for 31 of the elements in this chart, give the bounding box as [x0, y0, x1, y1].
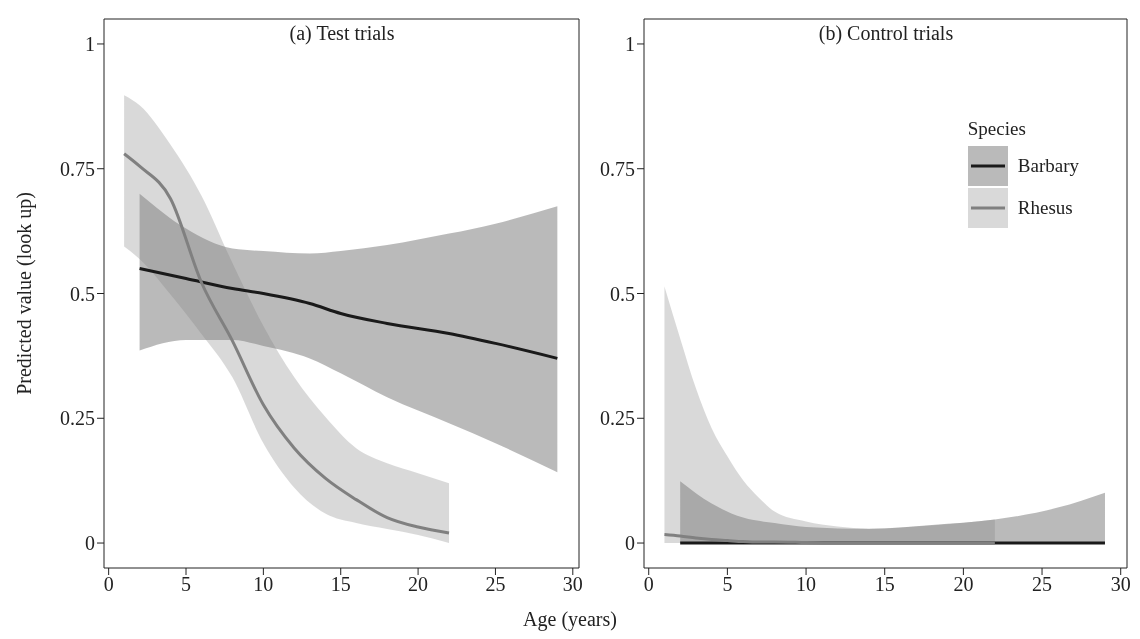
- x-tick-label: 20: [953, 573, 974, 596]
- x-tick-label: 10: [796, 573, 817, 596]
- x-tick-label: 15: [874, 573, 895, 596]
- legend-title: Species: [967, 118, 1027, 140]
- legend-label: Barbary: [1017, 155, 1079, 177]
- y-tick-label: 0.25: [600, 407, 635, 430]
- y-tick-label: 0: [625, 532, 635, 555]
- x-tick-label: 30: [562, 573, 583, 596]
- y-tick-label: 0.5: [70, 282, 95, 305]
- x-tick-label: 30: [1110, 573, 1131, 596]
- y-tick-label: 1: [85, 33, 95, 56]
- y-axis-title: Predicted value (look up): [13, 192, 37, 395]
- legend-label: Rhesus: [1017, 197, 1073, 219]
- x-tick-label: 5: [181, 573, 191, 596]
- x-tick-label: 20: [408, 573, 429, 596]
- chart-title: (a) Test trials: [288, 22, 396, 45]
- chart-title: (b) Control trials: [817, 22, 955, 45]
- x-tick-label: 5: [722, 573, 733, 596]
- y-tick-label: 1: [625, 33, 635, 56]
- x-axis-title: Age (years): [522, 608, 618, 631]
- x-tick-label: 0: [103, 573, 114, 596]
- y-tick-label: 0: [85, 532, 95, 555]
- y-tick-label: 0.25: [60, 407, 95, 430]
- x-tick-label: 15: [330, 573, 351, 596]
- y-tick-label: 0.75: [60, 157, 95, 180]
- x-tick-label: 25: [1032, 573, 1053, 596]
- x-tick-label: 0: [643, 573, 654, 596]
- y-tick-label: 0.5: [610, 282, 635, 305]
- y-tick-label: 0.75: [600, 157, 635, 180]
- x-tick-label: 25: [485, 573, 506, 596]
- x-tick-label: 10: [253, 573, 274, 596]
